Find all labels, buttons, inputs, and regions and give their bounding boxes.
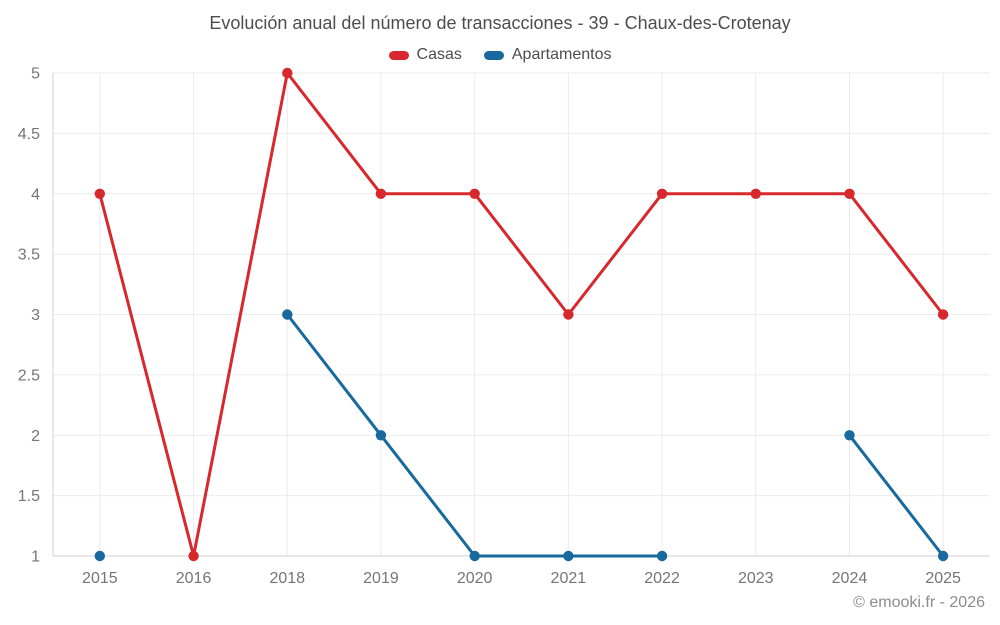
legend-swatch-casas-icon xyxy=(388,50,409,60)
data-point-casas-2025[interactable] xyxy=(937,309,949,320)
data-point-apartamentos-2022[interactable] xyxy=(656,550,668,562)
data-point-casas-2015[interactable] xyxy=(94,188,106,199)
y-tick-label: 4 xyxy=(31,186,40,203)
y-tick-label: 3.5 xyxy=(18,247,40,264)
y-tick-label: 2 xyxy=(31,428,40,445)
x-tick-label: 2021 xyxy=(551,570,587,587)
x-tick-label: 2015 xyxy=(82,570,118,587)
data-point-casas-2024[interactable] xyxy=(844,188,855,199)
x-tick-label: 2022 xyxy=(644,570,680,587)
data-point-apartamentos-2015[interactable] xyxy=(94,550,106,562)
data-point-casas-2018[interactable] xyxy=(282,67,293,79)
legend-item-casas[interactable]: Casas xyxy=(388,46,462,64)
data-point-casas-2023[interactable] xyxy=(750,188,761,199)
data-point-apartamentos-2024[interactable] xyxy=(844,430,855,441)
data-point-casas-2021[interactable] xyxy=(563,309,574,320)
copyright-text: © emooki.fr - 2026 xyxy=(853,594,985,611)
data-point-apartamentos-2021[interactable] xyxy=(563,550,574,562)
legend-label-apartamentos: Apartamentos xyxy=(511,46,612,63)
x-tick-label: 2024 xyxy=(832,570,868,587)
x-tick-label: 2025 xyxy=(925,570,961,587)
legend-label-casas: Casas xyxy=(416,46,462,63)
data-point-apartamentos-2019[interactable] xyxy=(375,430,387,441)
y-tick-label: 1.5 xyxy=(18,488,40,505)
y-tick-label: 5 xyxy=(31,66,40,83)
legend: Casas Apartamentos xyxy=(0,46,1000,64)
legend-item-apartamentos[interactable]: Apartamentos xyxy=(483,46,612,64)
x-tick-label: 2019 xyxy=(363,570,399,587)
y-tick-label: 2.5 xyxy=(18,367,40,384)
data-point-casas-2022[interactable] xyxy=(656,188,668,199)
y-tick-label: 4.5 xyxy=(18,126,40,143)
data-point-apartamentos-2018[interactable] xyxy=(282,309,293,320)
x-tick-label: 2023 xyxy=(738,570,774,587)
y-tick-label: 1 xyxy=(31,549,40,566)
data-point-casas-2020[interactable] xyxy=(469,188,480,199)
chart-title: Evolución anual del número de transaccio… xyxy=(209,13,791,33)
x-tick-label: 2016 xyxy=(176,570,212,587)
data-point-casas-2019[interactable] xyxy=(375,188,387,199)
data-point-apartamentos-2020[interactable] xyxy=(469,550,480,562)
series-line-casas xyxy=(98,71,945,558)
data-point-apartamentos-2025[interactable] xyxy=(937,550,949,562)
x-tick-label: 2020 xyxy=(457,570,493,587)
data-point-casas-2016[interactable] xyxy=(188,550,199,562)
y-tick-label: 3 xyxy=(31,307,40,324)
legend-swatch-apartamentos-icon xyxy=(483,50,504,60)
x-tick-label: 2018 xyxy=(269,570,305,587)
